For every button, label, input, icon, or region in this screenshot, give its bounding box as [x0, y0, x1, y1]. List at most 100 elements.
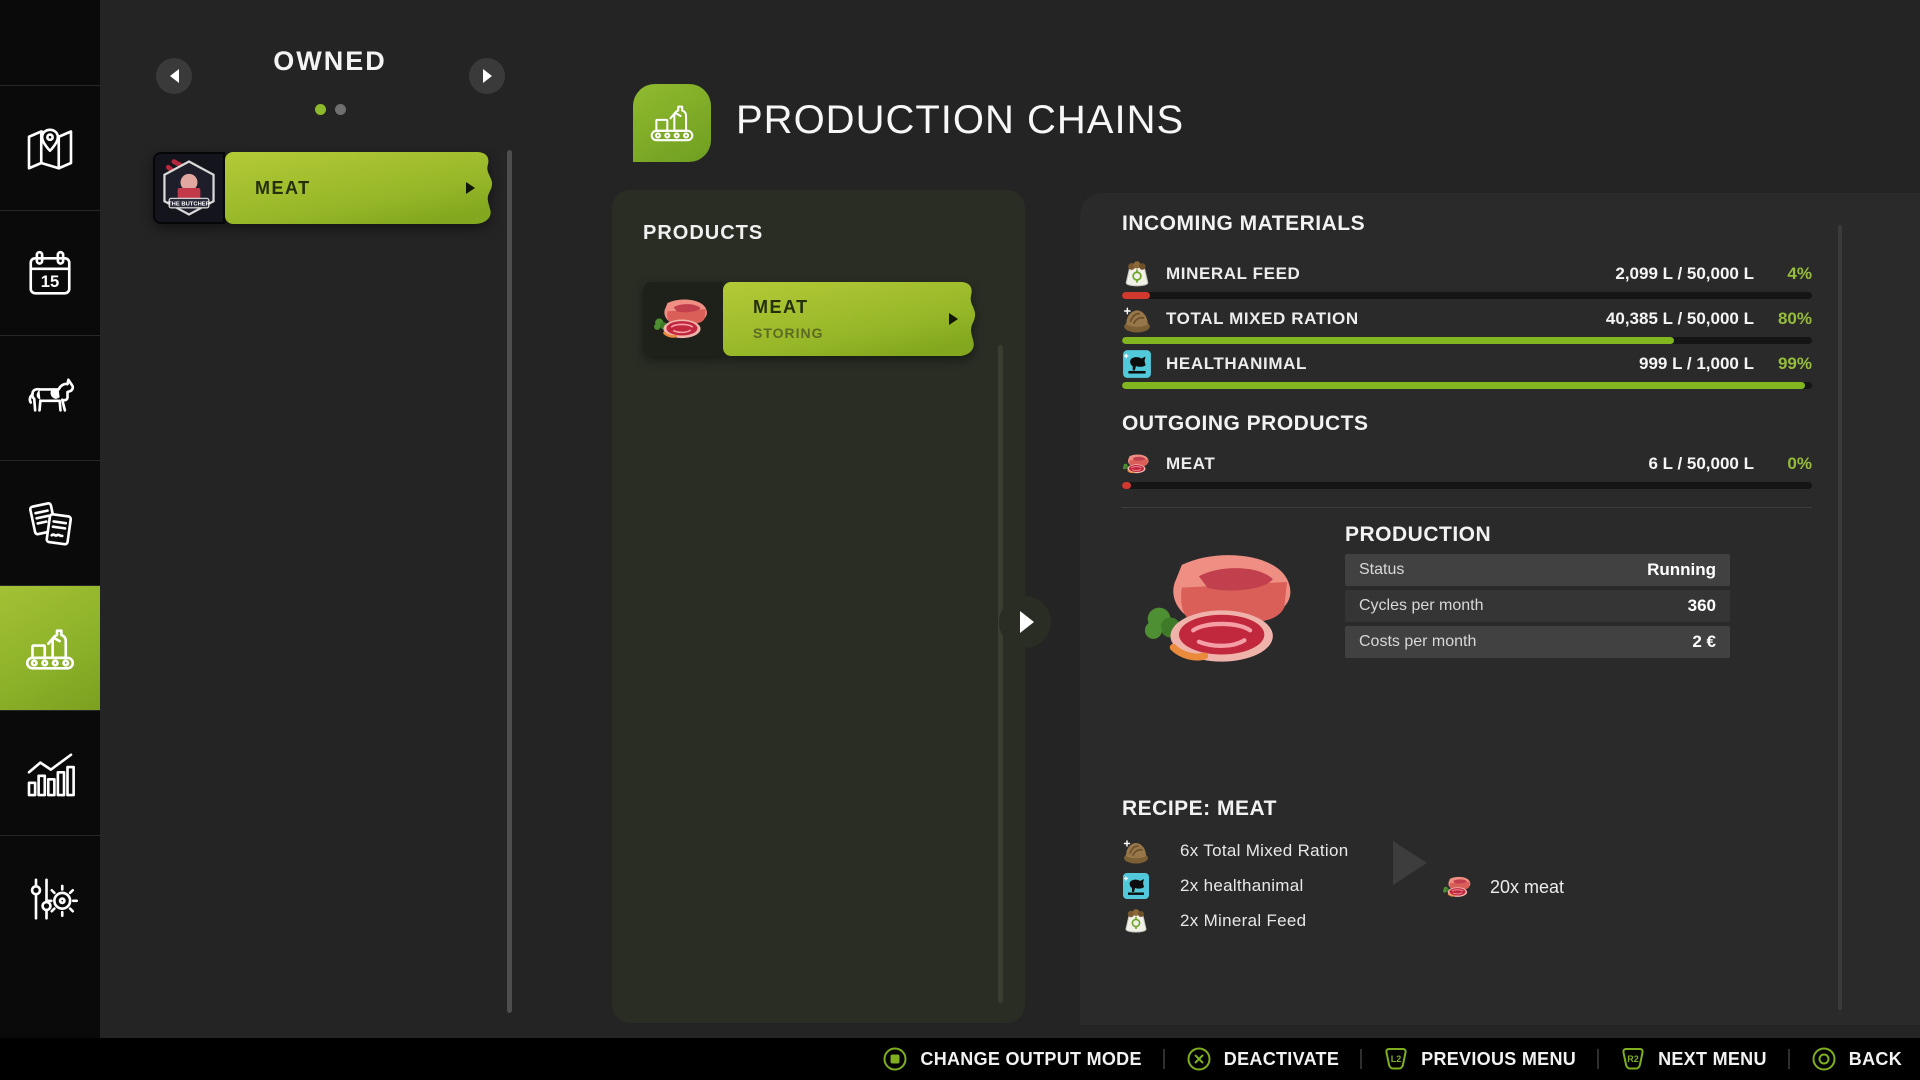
- recipe-input-row: 2x healthanimal: [1122, 871, 1304, 901]
- table-row: Cycles per month 360: [1345, 590, 1730, 622]
- cycles-value: 360: [1687, 596, 1716, 615]
- recipe-output-label: 20x meat: [1490, 876, 1565, 897]
- circle-button-icon: [1811, 1046, 1837, 1072]
- material-row: MINERAL FEED 2,099 L / 50,000 L 4%: [1122, 258, 1812, 290]
- svg-text:R2: R2: [1627, 1054, 1639, 1064]
- button-label: BACK: [1848, 1048, 1902, 1069]
- product-row: MEAT 6 L / 50,000 L 0%: [1122, 448, 1812, 480]
- recipe-input-row: 2x Mineral Feed: [1122, 906, 1306, 936]
- material-value: 999 L / 1,000 L: [1639, 354, 1754, 373]
- status-value: Running: [1647, 560, 1716, 579]
- incoming-materials-title: INCOMING MATERIALS: [1122, 212, 1366, 235]
- pager-dot[interactable]: [334, 104, 346, 115]
- previous-menu-button[interactable]: L2 PREVIOUS MENU: [1383, 1046, 1576, 1072]
- material-row: TOTAL MIXED RATION 40,385 L / 50,000 L 8…: [1122, 303, 1812, 335]
- left-arrow-icon: [169, 69, 179, 83]
- material-value: 2,099 L / 50,000 L: [1615, 264, 1754, 283]
- statistics-icon: [27, 752, 75, 796]
- page-title: PRODUCTION CHAINS: [736, 98, 1185, 142]
- square-button-icon: [882, 1046, 908, 1072]
- item-arrow-icon: [949, 313, 958, 325]
- healthanimal-icon: [1122, 872, 1150, 900]
- recipe-input-label: 2x healthanimal: [1180, 876, 1304, 895]
- sidebar-item-map[interactable]: [0, 85, 100, 211]
- meat-icon: [1122, 449, 1152, 479]
- products-panel: PRODUCTS MEAT STORING: [612, 190, 1025, 1023]
- product-item-meat[interactable]: MEAT STORING: [643, 282, 976, 356]
- sidebar-item-statistics[interactable]: [0, 710, 100, 836]
- footer-divider: [1162, 1049, 1165, 1069]
- row-label: Costs per month: [1359, 633, 1477, 650]
- next-menu-button[interactable]: R2 NEXT MENU: [1620, 1046, 1767, 1072]
- recipe-title: RECIPE: MEAT: [1122, 797, 1277, 820]
- material-name: TOTAL MIXED RATION: [1166, 309, 1359, 328]
- material-percent: 4%: [1787, 264, 1812, 283]
- table-row: Costs per month 2 €: [1345, 626, 1730, 658]
- sidebar-item-animals[interactable]: [0, 335, 100, 461]
- table-row: Status Running: [1345, 554, 1730, 586]
- expand-arrow-icon: [1020, 611, 1034, 633]
- owned-scrollbar[interactable]: [507, 150, 512, 1013]
- outgoing-products-title: OUTGOING PRODUCTS: [1122, 412, 1369, 435]
- owned-item-meat[interactable]: THE BUTCHER MEAT: [153, 152, 493, 224]
- butcher-logo-thumbnail: THE BUTCHER: [153, 152, 225, 224]
- animals-icon: [28, 377, 75, 412]
- costs-value: 2 €: [1692, 632, 1716, 651]
- product-status: STORING: [753, 325, 824, 341]
- deactivate-button[interactable]: DEACTIVATE: [1186, 1046, 1339, 1072]
- panel-expand-handle[interactable]: [999, 596, 1051, 648]
- contracts-icon: [28, 501, 73, 546]
- section-divider: [1122, 507, 1812, 508]
- progress-bar: [1122, 337, 1812, 344]
- material-row: HEALTHANIMAL 999 L / 1,000 L 99%: [1122, 348, 1812, 380]
- button-label: CHANGE OUTPUT MODE: [920, 1048, 1142, 1069]
- progress-bar: [1122, 292, 1812, 299]
- right-arrow-icon: [482, 69, 492, 83]
- footer-bar: CHANGE OUTPUT MODE DEACTIVATE L2 PREVIOU…: [0, 1038, 1920, 1080]
- button-label: NEXT MENU: [1658, 1048, 1767, 1069]
- owned-prev-button[interactable]: [156, 58, 192, 94]
- sidebar-item-production-chains[interactable]: [0, 585, 100, 711]
- button-label: PREVIOUS MENU: [1421, 1048, 1577, 1069]
- l2-button-icon: L2: [1383, 1046, 1409, 1072]
- material-percent: 99%: [1777, 354, 1812, 373]
- row-label: Status: [1359, 561, 1405, 578]
- product-item-banner: MEAT STORING: [723, 282, 976, 356]
- sidebar-item-contracts[interactable]: [0, 460, 100, 586]
- butcher-logo-icon: THE BUTCHER: [155, 154, 223, 222]
- footer-divider: [1360, 1049, 1363, 1069]
- svg-text:15: 15: [41, 272, 59, 291]
- products-title: PRODUCTS: [643, 222, 764, 244]
- sidebar-item-calendar[interactable]: 15: [0, 210, 100, 336]
- footer-divider: [1597, 1049, 1600, 1069]
- product-name: MEAT: [753, 297, 809, 317]
- pager-dot-active[interactable]: [314, 104, 326, 115]
- sidebar-item-settings[interactable]: [0, 835, 100, 961]
- material-value: 40,385 L / 50,000 L: [1605, 309, 1754, 328]
- product-name: MEAT: [1166, 454, 1216, 473]
- recipe-input-label: 2x Mineral Feed: [1180, 911, 1307, 930]
- progress-bar: [1122, 382, 1812, 389]
- mineral-feed-icon: [1122, 907, 1150, 935]
- calendar-icon: 15: [29, 250, 71, 295]
- owned-title: OWNED: [273, 46, 387, 76]
- meat-thumbnail: [643, 282, 723, 356]
- item-arrow-icon: [466, 182, 475, 194]
- change-output-mode-button[interactable]: CHANGE OUTPUT MODE: [882, 1046, 1141, 1072]
- total-mixed-ration-icon: [1122, 837, 1150, 865]
- map-icon: [27, 127, 73, 170]
- back-button[interactable]: BACK: [1811, 1046, 1902, 1072]
- products-scrollbar[interactable]: [998, 345, 1003, 1003]
- x-button-icon: [1186, 1046, 1212, 1072]
- production-table: Status Running Cycles per month 360 Cost…: [1345, 554, 1730, 662]
- details-scrollbar[interactable]: [1838, 225, 1842, 1010]
- recipe-arrow-icon: [1393, 841, 1427, 885]
- product-value: 6 L / 50,000 L: [1648, 454, 1754, 473]
- r2-button-icon: R2: [1620, 1046, 1646, 1072]
- owned-item-label: MEAT: [255, 177, 311, 198]
- total-mixed-ration-icon: [1122, 304, 1152, 334]
- owned-next-button[interactable]: [469, 58, 505, 94]
- owned-item-banner: MEAT: [225, 152, 493, 224]
- material-name: MINERAL FEED: [1166, 264, 1301, 283]
